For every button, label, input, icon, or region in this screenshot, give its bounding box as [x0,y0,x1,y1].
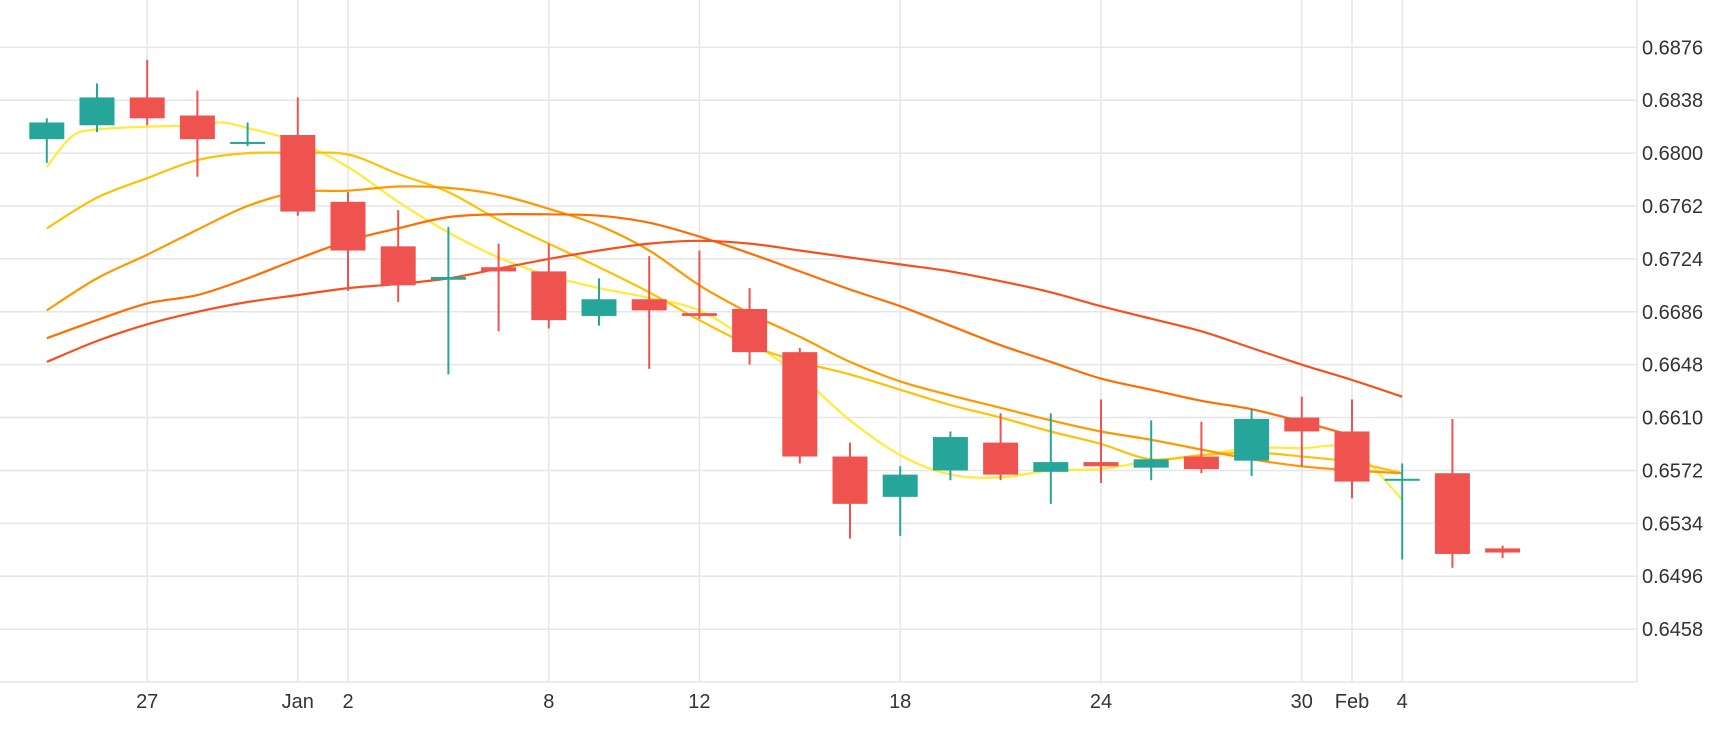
y-tick-label: 0.6876 [1642,37,1703,59]
x-tick-label: 8 [543,691,554,713]
candle-body-down [782,352,818,457]
candle [79,83,115,133]
candle [230,122,266,147]
y-tick-label: 0.6762 [1642,196,1703,218]
candle [430,226,466,375]
candle [882,466,918,536]
candle-body-down [1183,456,1219,470]
candle-body-up [230,141,266,144]
candle-body-down [481,267,517,272]
candle-body-down [732,308,768,353]
candle [1434,418,1470,568]
candle-body-up [1033,462,1069,472]
y-tick-label: 0.6458 [1642,619,1703,641]
candle-body-up [1133,459,1169,468]
moving-average-line-3 [46,185,1403,475]
candle [1183,421,1219,474]
y-tick-label: 0.6572 [1642,460,1703,482]
candle-body-up [430,276,466,280]
candle [531,243,567,329]
x-tick-label: Jan [282,691,314,713]
x-tick-label: 12 [688,691,710,713]
candle [983,413,1019,481]
candle [1334,399,1370,499]
candle-body-down [1284,417,1320,432]
candle-body-down [330,201,366,251]
y-tick-label: 0.6496 [1642,566,1703,588]
moving-average-line-4 [46,212,1353,437]
y-tick-label: 0.6534 [1642,513,1703,535]
candle [832,442,868,539]
candle [681,250,717,319]
x-tick-label: 4 [1397,691,1408,713]
moving-average-line-2 [46,151,1403,475]
candle [481,243,517,332]
candle [932,431,968,481]
candle [631,256,667,369]
candle-body-down [1434,473,1470,554]
candle-body-up [79,97,115,126]
candle-body-down [1485,548,1521,553]
moving-average-line-5 [46,239,1403,398]
candle-body-up [1384,478,1420,481]
grid [0,0,1638,683]
x-tick-label: 27 [136,691,158,713]
candle [179,90,215,177]
candle [330,192,366,291]
candle [380,210,416,303]
candle-body-down [280,135,316,212]
y-tick-label: 0.6686 [1642,302,1703,324]
candle [129,59,165,126]
candle [1284,396,1320,467]
x-tick-label: 24 [1090,691,1112,713]
candle-body-up [882,474,918,497]
candle [29,118,65,163]
x-tick-label: 18 [889,691,911,713]
candle-body-up [1234,418,1270,461]
candle [782,347,818,464]
x-tick-label: 2 [342,691,353,713]
candle-body-down [380,246,416,286]
candle-body-down [129,97,165,119]
candle-body-down [531,271,567,321]
candle [1234,409,1270,477]
candle-body-down [179,115,215,140]
candle-body-down [983,442,1019,475]
candle [1083,399,1119,483]
candle-body-up [932,437,968,471]
y-tick-label: 0.6838 [1642,90,1703,112]
candle-body-up [29,122,65,140]
candle-body-down [832,456,868,504]
candle [280,97,316,216]
y-tick-label: 0.6800 [1642,143,1703,165]
candle-body-up [581,299,617,316]
candle-body-down [1334,431,1370,482]
candle [1033,413,1069,504]
candle-body-down [681,313,717,316]
axis-labels: 0.6876 0.6838 0.6800 0.6762 0.6724 0.6686 0.66… [136,37,1703,713]
y-tick-label: 0.6610 [1642,408,1703,430]
candle [732,288,768,365]
candle-body-down [631,299,667,311]
candles [29,59,1521,568]
candle [1384,463,1420,560]
candle [581,278,617,326]
y-tick-label: 0.6724 [1642,249,1703,271]
x-tick-label: Feb [1335,691,1369,713]
x-tick-label: 30 [1291,691,1313,713]
candle-body-down [1083,462,1119,467]
candle [1133,420,1169,481]
candle [1485,545,1521,559]
y-tick-label: 0.6648 [1642,355,1703,377]
